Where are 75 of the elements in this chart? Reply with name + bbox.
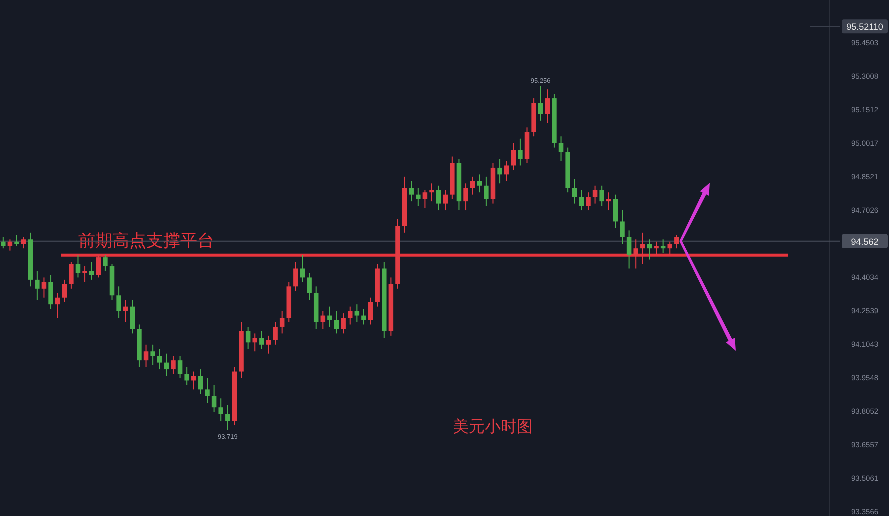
candlestick	[48, 274, 54, 310]
candlestick	[600, 185, 604, 207]
candlestick	[150, 344, 156, 366]
candlestick	[348, 306, 353, 326]
candlestick	[69, 262, 74, 290]
candlestick	[42, 277, 47, 298]
candlestick	[307, 272, 312, 301]
candlestick	[409, 180, 414, 202]
annotation: 美元小时图	[453, 418, 534, 436]
candlestick	[586, 192, 591, 212]
candlestick	[674, 234, 680, 250]
candlestick	[328, 306, 332, 328]
ref-line-label: 95.52110	[846, 22, 884, 32]
ref-line-label: 94.562	[851, 236, 879, 247]
candlestick	[545, 89, 550, 124]
candlestick	[55, 292, 60, 319]
candlestick	[246, 326, 251, 350]
candlestick	[252, 333, 258, 352]
candlestick	[205, 378, 210, 404]
candlestick	[443, 190, 448, 212]
candlestick	[620, 210, 625, 245]
candlestick	[511, 142, 516, 171]
candlestick	[280, 310, 285, 334]
candlestick	[123, 300, 128, 323]
candlestick	[416, 188, 421, 207]
candlestick	[62, 279, 68, 303]
candlestick	[626, 230, 632, 270]
candlestick	[518, 138, 523, 166]
candlestick	[484, 176, 489, 207]
candlestick	[273, 322, 278, 346]
candlestick	[606, 192, 612, 212]
candlestick	[498, 158, 502, 184]
candlestick	[558, 136, 564, 162]
candlestick	[226, 404, 230, 431]
candlestick	[354, 304, 360, 323]
candlestick	[579, 190, 584, 212]
candlestick	[294, 262, 298, 292]
candlestick	[266, 335, 272, 354]
candlestick	[260, 330, 264, 350]
candlestick	[613, 194, 618, 229]
candlestick	[647, 239, 652, 260]
candlestick	[477, 174, 482, 194]
candlestick	[592, 185, 598, 204]
candlestick	[504, 160, 510, 182]
candlestick	[35, 270, 40, 301]
candlestick	[320, 310, 326, 330]
candlestick	[436, 185, 442, 212]
candlestick	[198, 369, 204, 395]
candlestick	[218, 398, 224, 422]
candlestick	[538, 86, 544, 122]
candlestick	[192, 371, 196, 390]
candlestick	[144, 344, 149, 368]
candlestick	[82, 266, 88, 283]
candlestick	[130, 300, 136, 334]
candlestick	[572, 178, 578, 204]
candlestick	[14, 234, 20, 247]
candlestick	[362, 308, 366, 326]
candlestick	[422, 190, 428, 209]
candlestick	[89, 262, 94, 280]
candlestick	[21, 236, 26, 250]
candlestick	[184, 366, 190, 386]
candlestick	[164, 353, 170, 377]
candlestick	[368, 297, 374, 326]
candlestick	[8, 239, 13, 252]
candlestick	[464, 183, 468, 212]
candlestick	[470, 176, 476, 196]
candlestick	[178, 356, 183, 379]
candlestick	[1, 236, 6, 250]
candlestick	[157, 348, 162, 370]
candlestick	[103, 254, 108, 272]
candlestick	[116, 286, 122, 319]
candlestick	[430, 183, 434, 202]
candlestick	[341, 313, 346, 334]
candlestick	[212, 384, 217, 413]
candlestick	[171, 356, 176, 375]
